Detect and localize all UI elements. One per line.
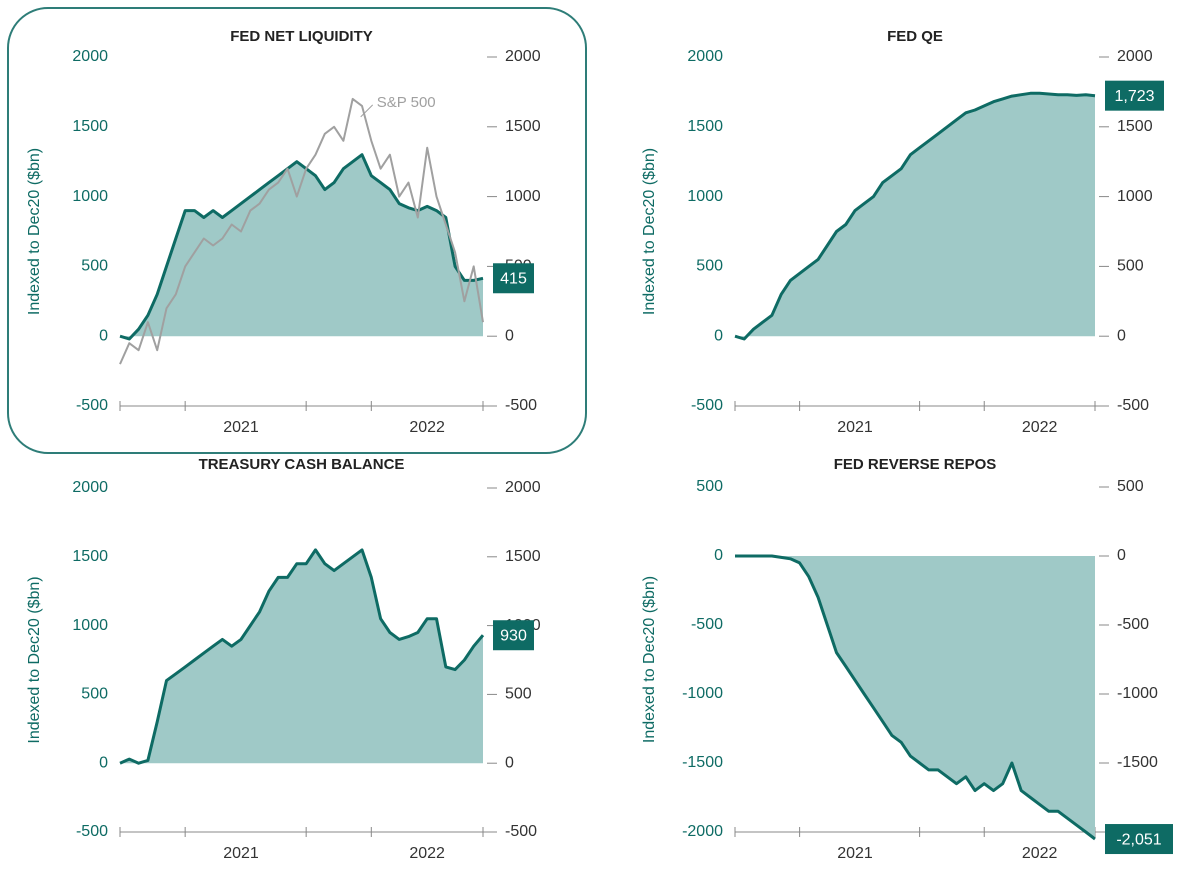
area-fill	[735, 93, 1095, 339]
y-tick-label: 1000	[687, 188, 723, 205]
y-tick-label: 2000	[72, 48, 108, 65]
y2-tick-label: 0	[1117, 327, 1126, 344]
y-tick-label: 1000	[72, 188, 108, 205]
y2-tick-label: 0	[1117, 547, 1126, 564]
y-axis-label: Indexed to Dec20 ($bn)	[26, 576, 43, 743]
y-tick-label: 1500	[72, 118, 108, 135]
y2-tick-label: 1500	[1117, 118, 1153, 135]
y2-tick-label: 2000	[505, 479, 541, 496]
series-line	[119, 548, 485, 765]
y-tick-label: 500	[696, 478, 723, 495]
y-tick-label: -500	[691, 616, 723, 633]
value-label-box	[493, 620, 534, 651]
chart-title: FED QE	[887, 28, 943, 45]
y2-tick-label: 1500	[505, 118, 541, 135]
y2-tick-label: 2000	[1117, 48, 1153, 65]
chart-title: FED NET LIQUIDITY	[230, 28, 373, 45]
highlight-frame	[7, 7, 587, 454]
y2-tick-label: 1500	[505, 548, 541, 565]
value-label-text: 930	[500, 627, 527, 644]
y2-tick-label: 0	[505, 327, 514, 344]
series-line	[734, 91, 1096, 341]
y2-tick-label: 500	[1117, 258, 1144, 275]
y-tick-label: -500	[76, 823, 108, 840]
y-axis-label: Indexed to Dec20 ($bn)	[641, 576, 658, 743]
area-fill	[120, 154, 483, 339]
x-tick-label: 2021	[223, 845, 259, 862]
area-fill	[735, 556, 1095, 839]
y-axis-label: Indexed to Dec20 ($bn)	[26, 148, 43, 315]
annotation-leader	[360, 104, 374, 118]
y2-tick-label: -500	[505, 823, 537, 840]
y-tick-label: 2000	[687, 48, 723, 65]
y-axis-label: Indexed to Dec20 ($bn)	[641, 148, 658, 315]
y-tick-label: 0	[99, 754, 108, 771]
x-tick-label: 2022	[409, 845, 445, 862]
value-label: 415	[493, 263, 534, 294]
x-tick-label: 2021	[837, 845, 873, 862]
series-line	[735, 554, 1096, 841]
x-tick-label: 2022	[1022, 845, 1058, 862]
y-tick-label: 2000	[72, 479, 108, 496]
value-label: 930	[493, 620, 534, 651]
y2-tick-label: 2000	[505, 48, 541, 65]
x-tick-label: 2022	[409, 419, 445, 436]
chart-title: FED REVERSE REPOS	[834, 456, 997, 473]
series-line	[119, 153, 484, 341]
value-label: -2,051	[1105, 824, 1173, 855]
value-label-box	[493, 263, 534, 294]
series-line	[119, 97, 484, 365]
y2-tick-label: 500	[505, 686, 532, 703]
y-tick-label: 500	[81, 686, 108, 703]
y-tick-label: 500	[81, 258, 108, 275]
area-fill	[120, 549, 483, 764]
value-label-text: 415	[500, 270, 527, 287]
series-annotation: S&P 500	[377, 94, 436, 111]
chart-title: TREASURY CASH BALANCE	[199, 456, 405, 473]
x-tick-label: 2021	[837, 419, 873, 436]
y2-tick-label: -1500	[1117, 754, 1158, 771]
y-tick-label: 1500	[687, 118, 723, 135]
y2-tick-label: -500	[505, 397, 537, 414]
y-tick-label: -500	[76, 397, 108, 414]
y-tick-label: 1000	[72, 617, 108, 634]
value-label-box	[1105, 824, 1173, 855]
y-tick-label: -500	[691, 397, 723, 414]
x-tick-label: 2021	[223, 419, 259, 436]
y2-tick-label: 500	[1117, 478, 1144, 495]
y2-tick-label: 1000	[505, 188, 541, 205]
value-label: 1,723	[1105, 80, 1164, 111]
value-label-text: -2,051	[1116, 831, 1161, 848]
y-tick-label: 0	[714, 547, 723, 564]
y-tick-label: -2000	[682, 823, 723, 840]
y-tick-label: 500	[696, 258, 723, 275]
y-tick-label: 0	[99, 327, 108, 344]
y-tick-label: -1000	[682, 685, 723, 702]
y2-tick-label: -1000	[1117, 685, 1158, 702]
y2-tick-label: 1000	[1117, 188, 1153, 205]
x-tick-label: 2022	[1022, 419, 1058, 436]
y-tick-label: 0	[714, 327, 723, 344]
value-label-text: 1,723	[1114, 88, 1154, 105]
y2-tick-label: -500	[1117, 397, 1149, 414]
y-tick-label: 1500	[72, 548, 108, 565]
y-tick-label: -1500	[682, 754, 723, 771]
y2-tick-label: -500	[1117, 616, 1149, 633]
value-label-box	[1105, 80, 1164, 111]
y2-tick-label: 0	[505, 754, 514, 771]
